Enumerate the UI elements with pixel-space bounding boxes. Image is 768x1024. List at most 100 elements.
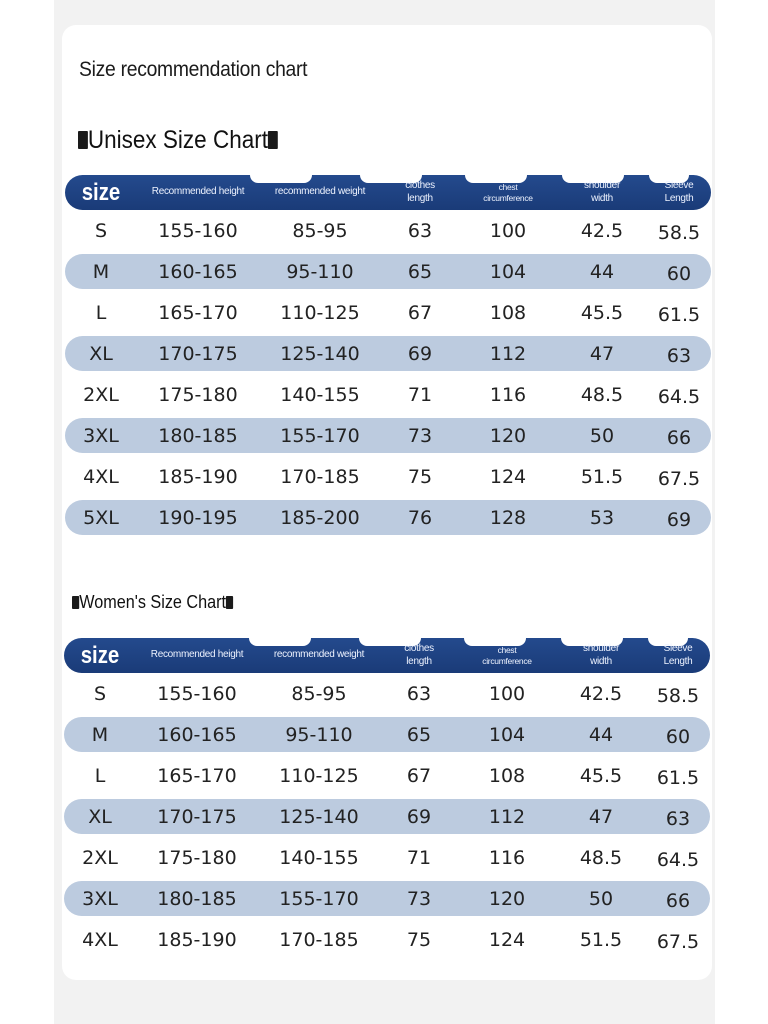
cell-height: 175-180 <box>157 846 237 869</box>
cell-clothes-length: 67 <box>406 764 432 787</box>
cell-chest: 112 <box>488 805 526 828</box>
header-line: width <box>590 655 612 667</box>
cell-weight: 95-110 <box>286 260 354 283</box>
cell-sleeve: 66 <box>666 426 692 449</box>
table-row: L 165-170 110-125 67 108 45.5 61.5 <box>65 292 711 333</box>
cell-chest: 120 <box>488 887 526 910</box>
cell-sleeve: 64.5 <box>657 385 701 408</box>
cell-size: L <box>95 301 107 324</box>
cell-shoulder: 48.5 <box>579 846 623 869</box>
header-size: size <box>80 641 120 669</box>
cell-shoulder: 42.5 <box>579 682 623 705</box>
table-row: XL 170-175 125-140 69 112 47 63 <box>65 336 711 371</box>
cell-size: XL <box>88 805 112 828</box>
cell-chest: 128 <box>489 506 527 529</box>
cell-clothes-length: 67 <box>407 301 433 324</box>
table-row: 5XL 190-195 185-200 76 128 53 69 <box>65 500 711 535</box>
cell-sleeve: 67.5 <box>657 467 701 490</box>
table-row: 4XL 185-190 170-185 75 124 51.5 67.5 <box>64 919 710 960</box>
cell-weight: 125-140 <box>279 805 359 828</box>
header-line: circumference <box>482 655 532 666</box>
cell-size: 4XL <box>83 465 119 488</box>
cell-height: 155-160 <box>157 682 237 705</box>
table-row: 3XL 180-185 155-170 73 120 50 66 <box>64 881 710 916</box>
cell-size: 2XL <box>82 846 118 869</box>
cell-size: 2XL <box>83 383 119 406</box>
cell-weight: 155-170 <box>279 887 359 910</box>
header-sleeve: Sleeve Length <box>646 638 710 673</box>
cell-chest: 104 <box>488 723 526 746</box>
cell-weight: 170-185 <box>280 465 360 488</box>
cell-size: L <box>94 764 106 787</box>
cell-height: 160-165 <box>157 723 237 746</box>
header-height: Recommended height <box>150 649 244 661</box>
table-row: M 160-165 95-110 65 104 44 60 <box>65 254 711 289</box>
table-header: size Recommended height recommended weig… <box>65 175 711 210</box>
cell-size: M <box>92 260 110 283</box>
cell-chest: 124 <box>488 928 526 951</box>
table-body: S 155-160 85-95 63 100 42.5 58.5 M 160-165 95-110… <box>65 210 711 535</box>
header-tab-decoration <box>249 638 311 646</box>
header-sleeve: Sleeve Length <box>647 175 711 210</box>
unisex-section-title: Unisex Size Chart <box>78 126 278 155</box>
cell-weight: 155-170 <box>280 424 360 447</box>
cell-shoulder: 45.5 <box>579 764 623 787</box>
header-shoulder: shoulder width <box>557 175 647 210</box>
cell-clothes-length: 69 <box>407 342 433 365</box>
cell-height: 155-160 <box>158 219 238 242</box>
table-row: 4XL 185-190 170-185 75 124 51.5 67.5 <box>65 456 711 497</box>
header-tab-decoration <box>250 175 312 183</box>
page-title: Size recommendation chart <box>79 58 308 81</box>
cell-clothes-length: 65 <box>406 723 432 746</box>
cell-weight: 95-110 <box>285 723 353 746</box>
table-row: M 160-165 95-110 65 104 44 60 <box>64 717 710 752</box>
header-line: Length <box>663 655 693 667</box>
cell-height: 180-185 <box>158 424 238 447</box>
cell-shoulder: 50 <box>589 424 615 447</box>
bracket-left-icon <box>72 596 80 609</box>
cell-sleeve: 67.5 <box>656 930 700 953</box>
cell-height: 185-190 <box>158 465 238 488</box>
cell-height: 170-175 <box>158 342 238 365</box>
cell-shoulder: 42.5 <box>580 219 624 242</box>
header-shoulder: shoulder width <box>556 638 646 673</box>
cell-size: S <box>93 682 107 705</box>
cell-sleeve: 58.5 <box>657 221 701 244</box>
cell-chest: 116 <box>488 846 526 869</box>
cell-height: 165-170 <box>157 764 237 787</box>
cell-sleeve: 58.5 <box>656 684 700 707</box>
cell-shoulder: 50 <box>588 887 614 910</box>
cell-height: 180-185 <box>157 887 237 910</box>
cell-chest: 100 <box>489 219 527 242</box>
cell-size: 3XL <box>83 424 119 447</box>
cell-sleeve: 66 <box>665 889 691 912</box>
table-row: S 155-160 85-95 63 100 42.5 58.5 <box>64 673 710 714</box>
header-line: length <box>406 655 432 667</box>
cell-height: 190-195 <box>158 506 238 529</box>
header-tab-decoration <box>649 175 689 183</box>
header-weight: recommended weight <box>273 649 365 661</box>
cell-clothes-length: 63 <box>407 219 433 242</box>
header-tab-decoration <box>464 638 526 646</box>
header-tab-decoration <box>561 638 623 646</box>
cell-height: 185-190 <box>157 928 237 951</box>
header-clothes-length: clothes length <box>380 638 458 673</box>
cell-clothes-length: 76 <box>407 506 433 529</box>
women-title-text: Women's Size Chart <box>79 592 227 612</box>
cell-shoulder: 51.5 <box>579 928 623 951</box>
table-row: XL 170-175 125-140 69 112 47 63 <box>64 799 710 834</box>
header-tab-decoration <box>562 175 624 183</box>
header-line: width <box>591 192 613 204</box>
cell-weight: 85-95 <box>291 682 347 705</box>
table-row: L 165-170 110-125 67 108 45.5 61.5 <box>64 755 710 796</box>
cell-clothes-length: 73 <box>407 424 433 447</box>
cell-clothes-length: 63 <box>406 682 432 705</box>
cell-weight: 185-200 <box>280 506 360 529</box>
table-row: 3XL 180-185 155-170 73 120 50 66 <box>65 418 711 453</box>
header-clothes-length: clothes length <box>381 175 459 210</box>
cell-weight: 85-95 <box>292 219 348 242</box>
header-tab-decoration <box>360 175 422 183</box>
cell-shoulder: 51.5 <box>580 465 624 488</box>
cell-clothes-length: 71 <box>406 846 432 869</box>
table-row: 2XL 175-180 140-155 71 116 48.5 64.5 <box>64 837 710 878</box>
